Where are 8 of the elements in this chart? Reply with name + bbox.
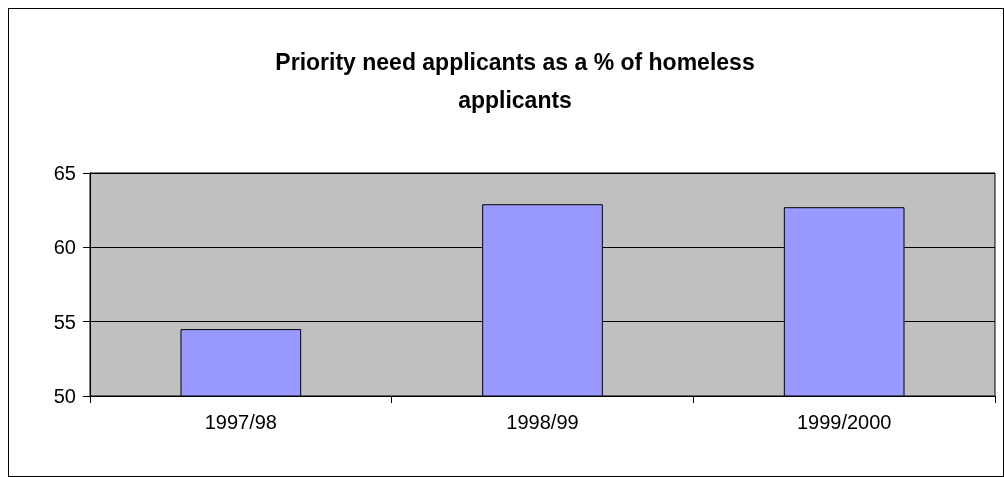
y-tick-label: 55	[53, 310, 76, 333]
x-tick-label: 1997/98	[204, 411, 277, 433]
y-tick-label: 60	[53, 236, 76, 259]
y-tick-label: 50	[53, 385, 76, 407]
chart-title: Priority need applicants as a % of homeless applicants	[275, 49, 755, 113]
y-tick-label: 65	[53, 162, 76, 184]
x-tick-label: 1998/99	[506, 411, 579, 433]
x-tick-label: 1999/2000	[796, 411, 892, 433]
